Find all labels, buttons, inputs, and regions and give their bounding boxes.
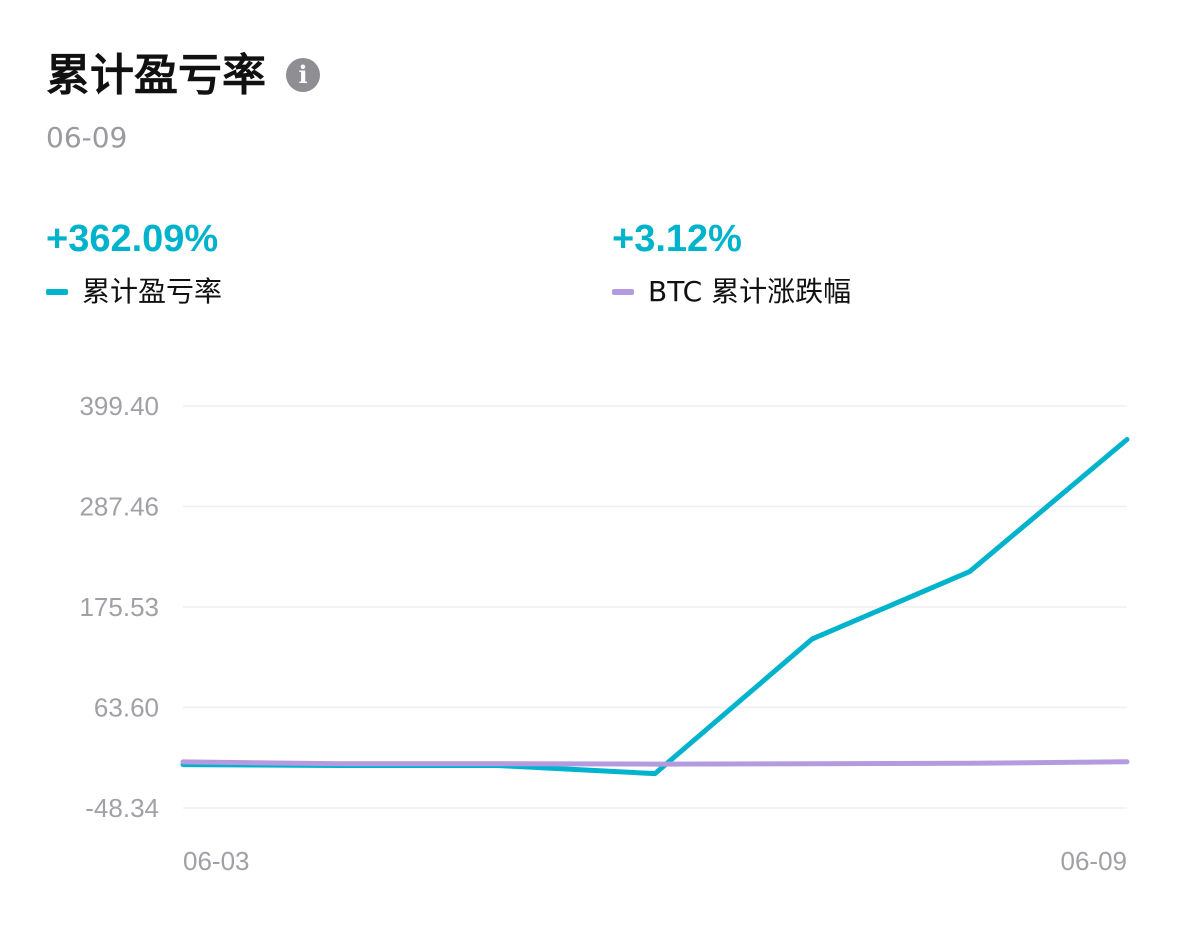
info-icon[interactable]: i — [286, 58, 320, 92]
y-tick-label: -48.34 — [85, 793, 159, 823]
y-tick-label: 399.40 — [79, 391, 159, 421]
legend-label-pnl: 累计盈亏率 — [82, 275, 223, 308]
cumulative-pnl-value: +362.09% — [46, 218, 219, 260]
legend-label-btc: BTC 累计涨跌幅 — [648, 275, 852, 308]
legend-item-btc: BTC 累计涨跌幅 — [612, 270, 851, 314]
y-tick-label: 175.53 — [79, 592, 159, 622]
series-line-btc — [180, 759, 1130, 767]
date-label: 06-09 — [46, 121, 128, 154]
y-tick-label: 63.60 — [94, 692, 159, 722]
x-tick-label: 06-09 — [1061, 846, 1128, 876]
y-tick-label: 287.46 — [79, 492, 159, 522]
legend-swatch-btc — [612, 289, 634, 295]
btc-change-value: +3.12% — [612, 218, 742, 260]
page-title: 累计盈亏率 — [46, 50, 266, 101]
legend-swatch-pnl — [46, 289, 68, 295]
legend-item-pnl: 累计盈亏率 — [46, 270, 222, 314]
x-tick-label: 06-03 — [183, 846, 250, 876]
